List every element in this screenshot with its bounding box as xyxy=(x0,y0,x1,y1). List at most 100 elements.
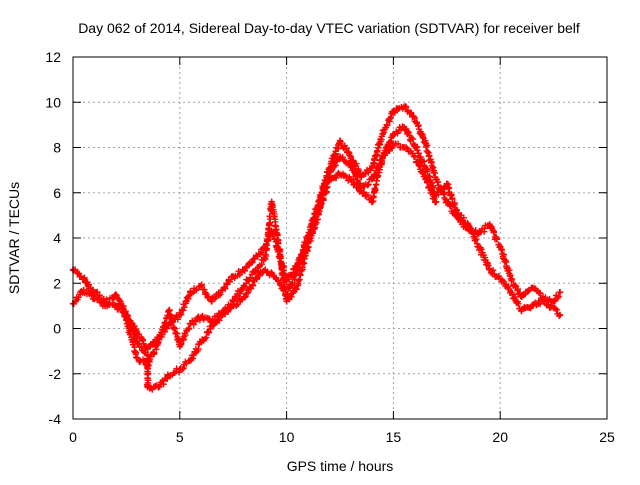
y-tick-label: 6 xyxy=(53,185,61,201)
data-point-fill xyxy=(354,176,361,184)
data-series xyxy=(69,103,564,393)
x-axis-title: GPS time / hours xyxy=(287,458,394,474)
data-point-fill xyxy=(490,229,497,236)
data-point-fill xyxy=(402,103,410,111)
data-point xyxy=(80,275,87,282)
x-tick-label: 5 xyxy=(176,429,184,445)
data-point xyxy=(454,209,461,217)
data-point-fill xyxy=(216,317,223,324)
data-point-fill xyxy=(320,187,327,194)
data-point-fill xyxy=(451,201,458,209)
data-point-fill xyxy=(290,289,297,296)
data-point-fill xyxy=(360,189,368,196)
data-point-fill xyxy=(478,246,485,253)
y-tick-label: 2 xyxy=(53,275,61,291)
data-point-fill xyxy=(161,319,169,326)
data-point-fill xyxy=(151,349,158,357)
x-tick-label: 10 xyxy=(279,429,295,445)
data-point xyxy=(432,198,440,205)
grid-lines xyxy=(73,57,607,419)
data-point-fill xyxy=(414,158,421,165)
data-point-fill xyxy=(217,291,224,298)
data-point-fill xyxy=(178,340,185,347)
data-point-fill xyxy=(193,349,200,356)
data-point-fill xyxy=(298,267,305,274)
data-point-fill xyxy=(180,307,187,314)
data-point-fill xyxy=(237,287,245,295)
data-point-fill xyxy=(174,316,182,323)
data-point-fill xyxy=(332,162,339,169)
data-point-fill xyxy=(423,179,431,186)
data-point-fill xyxy=(280,277,287,284)
data-point-fill xyxy=(555,312,563,320)
data-point-fill xyxy=(184,293,192,301)
data-point-fill xyxy=(245,277,253,285)
data-point-fill xyxy=(311,217,318,224)
data-point-fill xyxy=(419,131,427,139)
data-point-fill xyxy=(504,284,511,291)
data-point-fill xyxy=(189,355,197,362)
data-point-fill xyxy=(279,269,286,277)
data-point-fill xyxy=(201,286,208,293)
data-point-fill xyxy=(226,278,234,285)
data-point-fill xyxy=(316,204,323,211)
data-point-fill xyxy=(262,252,270,260)
data-point-fill xyxy=(85,281,93,288)
data-point-fill xyxy=(180,364,187,372)
y-tick-label: -2 xyxy=(49,366,62,382)
data-point-fill xyxy=(88,291,95,298)
data-point-fill xyxy=(291,276,298,283)
y-tick-label: 12 xyxy=(45,49,61,65)
data-point-fill xyxy=(160,323,167,330)
data-point-fill xyxy=(81,274,88,282)
y-tick-label: 0 xyxy=(53,321,61,337)
data-point-fill xyxy=(414,146,421,154)
data-point-fill xyxy=(138,344,145,351)
data-point-fill xyxy=(394,130,401,137)
y-tick-label: -4 xyxy=(49,411,62,427)
data-point-fill xyxy=(242,293,249,300)
data-point-fill xyxy=(289,279,296,287)
data-point-fill xyxy=(352,172,359,179)
data-point-fill xyxy=(493,236,501,243)
data-point xyxy=(556,289,564,296)
data-point-fill xyxy=(169,318,176,325)
data-point-fill xyxy=(371,185,379,192)
data-point-fill xyxy=(524,287,532,295)
series-track-3 xyxy=(116,140,440,393)
data-point-fill xyxy=(288,293,295,300)
data-point-fill xyxy=(248,259,255,267)
x-tick-label: 15 xyxy=(386,429,402,445)
y-axis-title: SDTVAR / TECUs xyxy=(6,182,22,294)
data-point-fill xyxy=(460,214,468,221)
data-point-fill xyxy=(537,289,544,297)
data-point-fill xyxy=(135,340,142,347)
data-point-fill xyxy=(332,174,340,182)
data-point-fill xyxy=(308,226,315,233)
data-point-fill xyxy=(453,206,460,213)
data-point-fill xyxy=(313,211,320,218)
data-point-fill xyxy=(375,162,383,170)
data-point-fill xyxy=(387,114,394,121)
data-point-fill xyxy=(221,285,229,292)
data-point-fill xyxy=(411,152,419,159)
data-point-fill xyxy=(269,202,276,209)
data-point-fill xyxy=(415,149,422,157)
data-point-fill xyxy=(249,282,257,289)
data-point-fill xyxy=(449,194,456,202)
data-point-fill xyxy=(350,175,357,183)
data-point xyxy=(556,311,564,319)
data-point-fill xyxy=(297,257,305,264)
data-point xyxy=(91,295,98,303)
data-point-fill xyxy=(234,300,242,308)
data-point-fill xyxy=(292,271,299,278)
data-point-fill xyxy=(179,366,186,373)
x-tick-label: 25 xyxy=(599,429,615,445)
data-point-fill xyxy=(429,164,437,171)
data-point-fill xyxy=(371,156,378,164)
data-point-fill xyxy=(181,304,188,311)
data-point-fill xyxy=(215,316,222,323)
data-point-fill xyxy=(224,308,232,316)
